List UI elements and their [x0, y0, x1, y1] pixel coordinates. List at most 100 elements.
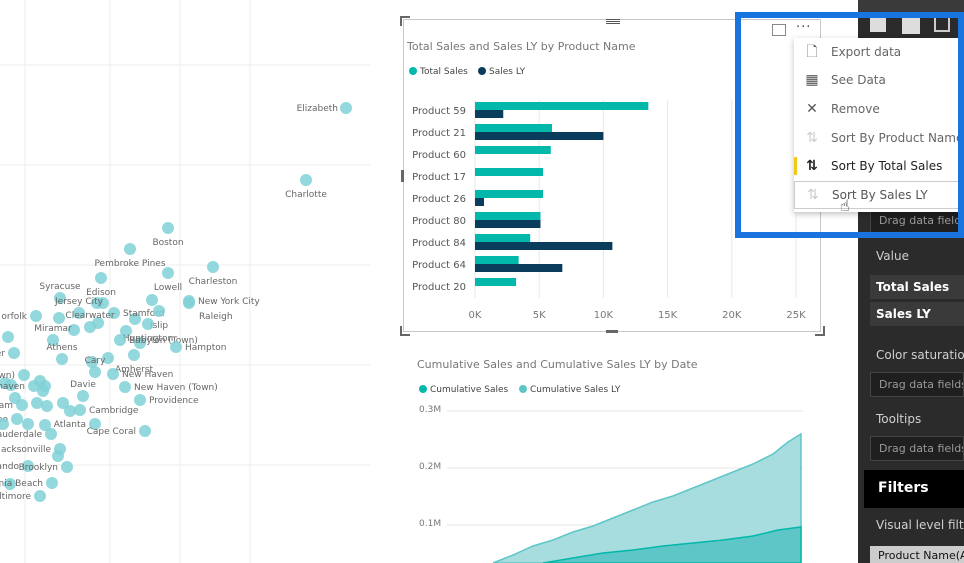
menu-item-sort-by-total-sales[interactable]: ⇅ Sort By Total Sales	[794, 152, 964, 180]
scatter-point	[47, 334, 59, 346]
menu-item-see-data[interactable]: ▦ See Data	[794, 66, 964, 94]
tooltips-heading: Tooltips	[876, 412, 922, 426]
menu-item-sort-by-product-name[interactable]: ⇅ Sort By Product Name	[794, 124, 964, 152]
bar-total-sales[interactable]	[475, 102, 649, 110]
color-saturation-heading: Color saturation	[876, 348, 964, 362]
bar-sales-ly[interactable]	[475, 132, 604, 140]
chart-type-icon[interactable]	[870, 16, 886, 32]
bar-sales-ly[interactable]	[475, 198, 484, 206]
scatter-point	[16, 399, 28, 411]
scatter-point-label: Hampton	[185, 343, 227, 353]
scatter-point-label: Cambridge	[89, 406, 139, 416]
x-tick-label: 0K	[469, 310, 482, 321]
scatter-point	[64, 405, 76, 417]
scatter-point	[54, 443, 66, 455]
bar-sales-ly[interactable]	[475, 220, 541, 228]
scatter-point-label: Atlanta	[54, 420, 86, 430]
format-paint-icon[interactable]	[902, 16, 920, 34]
resize-handle[interactable]	[400, 326, 410, 336]
bar-sales-ly[interactable]	[475, 264, 563, 272]
scatter-point-label: New York City	[198, 297, 260, 307]
scatter-point	[120, 325, 132, 337]
resize-handle[interactable]	[815, 326, 825, 336]
scatter-point-label: Amherst	[115, 365, 154, 375]
menu-item-label: Sort By Sales LY	[832, 188, 928, 202]
scatter-point-label: Cary	[85, 356, 106, 366]
scatter-point	[340, 102, 352, 114]
scatter-point-label: Providence	[149, 396, 199, 406]
bar-total-sales[interactable]	[475, 190, 544, 198]
scatter-point	[162, 267, 174, 279]
legend-item-total-sales[interactable]: Total Sales	[409, 67, 468, 77]
menu-item-label: Export data	[831, 45, 902, 59]
scatter-chart[interactable]: Elizabeth Charlotte Boston Pembroke Pines Ch…	[0, 0, 370, 563]
scatter-point	[0, 418, 9, 430]
menu-item-remove[interactable]: ✕ Remove	[794, 95, 964, 123]
area-chart-plot	[447, 410, 803, 563]
scatter-point	[74, 404, 86, 416]
bar-sales-ly[interactable]	[475, 242, 613, 250]
scatter-point-label: New Haven (Town)	[134, 383, 218, 393]
focus-mode-icon[interactable]	[772, 24, 786, 36]
hand-cursor-icon: ☝	[840, 196, 850, 215]
scatter-points: Elizabeth Charlotte Boston Pembroke Pines Ch…	[0, 102, 352, 502]
legend-item-cumulative-sales-ly[interactable]: Cumulative Sales LY	[519, 385, 620, 395]
bar-total-sales[interactable]	[475, 212, 541, 220]
menu-item-export-data[interactable]: 🗋 Export data	[794, 38, 964, 66]
scatter-point-label: Durham	[0, 401, 13, 411]
bar-sales-ly[interactable]	[475, 110, 504, 118]
resize-handle[interactable]	[400, 16, 410, 26]
scatter-point	[22, 418, 34, 430]
bar-total-sales[interactable]	[475, 234, 531, 242]
legend-item-cumulative-sales[interactable]: Cumulative Sales	[419, 385, 508, 395]
value-field-total-sales[interactable]: Total Sales	[870, 275, 964, 299]
legend-dot-icon	[409, 67, 417, 75]
area-chart-visual[interactable]: Cumulative Sales and Cumulative Sales LY…	[403, 350, 823, 563]
table-icon: ▦	[805, 72, 819, 88]
x-tick-label: 15K	[658, 310, 678, 321]
scatter-point	[86, 356, 98, 368]
area-series-cumulative-sales-ly	[492, 432, 802, 563]
scatter-point-label: orfolk	[1, 312, 27, 322]
bar-total-sales[interactable]	[475, 124, 553, 132]
bar-total-sales[interactable]	[475, 168, 544, 176]
menu-item-sort-by-sales-ly[interactable]: ⇅ Sort By Sales LY	[794, 181, 964, 209]
scatter-point	[102, 352, 114, 364]
area-chart-title: Cumulative Sales and Cumulative Sales LY…	[417, 358, 698, 371]
drag-field-well[interactable]: Drag data fields	[870, 436, 964, 461]
drag-field-well[interactable]: Drag data fields	[870, 372, 964, 397]
drag-handle-icon[interactable]	[606, 18, 620, 26]
value-field-sales-ly[interactable]: Sales LY	[870, 302, 964, 326]
category-label: Product 59	[412, 106, 466, 117]
more-options-icon[interactable]: ···	[796, 20, 812, 35]
y-tick-label: 0.1M	[419, 519, 442, 529]
legend-item-sales-ly[interactable]: Sales LY	[478, 67, 525, 77]
filter-card-product-name[interactable]: Product Name(All)	[870, 546, 964, 563]
scatter-point	[8, 347, 20, 359]
legend-dot-icon	[478, 67, 486, 75]
scatter-point	[56, 353, 68, 365]
table-icon[interactable]	[934, 16, 950, 32]
scatter-point-label: hester	[0, 349, 5, 359]
category-label: Product 20	[412, 282, 466, 293]
bar-total-sales[interactable]	[475, 146, 551, 154]
scatter-point-label: Brooklyn	[19, 463, 58, 473]
scatter-point-label: Raleigh	[199, 312, 233, 322]
scatter-point	[183, 297, 195, 309]
resize-handle[interactable]	[401, 170, 404, 182]
scatter-point	[134, 337, 146, 349]
scatter-point-label: acksonville	[1, 445, 51, 455]
scatter-point	[31, 397, 43, 409]
scatter-gridlines	[0, 0, 370, 563]
scatter-point	[114, 334, 126, 346]
resize-handle[interactable]	[606, 330, 618, 333]
scatter-point	[61, 461, 73, 473]
bar-total-sales[interactable]	[475, 256, 519, 264]
scatter-point-label: Charlotte	[285, 190, 327, 200]
bar-total-sales[interactable]	[475, 278, 517, 286]
bar-chart-visual[interactable]: Total Sales and Sales LY by Product Name…	[403, 19, 821, 332]
scatter-point-label: New Haven	[122, 370, 173, 380]
y-tick-label: 0.2M	[419, 462, 442, 472]
scatter-point-label: Babylon (Town)	[129, 336, 198, 346]
scatter-point	[41, 400, 53, 412]
